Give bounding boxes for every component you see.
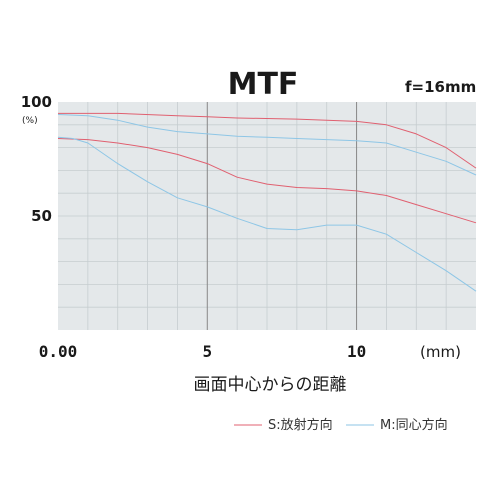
x-tick-label: 0.00 [39, 342, 78, 361]
x-unit-label: (mm) [420, 343, 461, 361]
series-line-m-3 [57, 136, 477, 292]
plot-area [57, 102, 477, 330]
y-tick-label: 50 [31, 207, 52, 225]
y-axis: 100 50 [21, 93, 52, 225]
legend-label-s: S:放射方向 [268, 417, 333, 433]
chart-title: MTF [228, 67, 299, 102]
x-tick-label: 5 [202, 342, 212, 361]
series-line-s-0 [58, 112, 477, 169]
series-line-s-1 [57, 138, 477, 224]
y-tick-label: 100 [21, 93, 52, 111]
legend-label-m: M:同心方向 [380, 417, 448, 433]
x-tick-label: 10 [347, 342, 366, 361]
legend: S:放射方向 M:同心方向 [234, 417, 448, 433]
y-unit-label: (%) [22, 116, 38, 126]
x-axis: 0.00 5 10 [39, 342, 366, 361]
focal-length-label: f=16mm [405, 78, 476, 96]
x-axis-label: 画面中心からの距離 [194, 375, 347, 395]
series-line-m-2 [57, 114, 477, 176]
